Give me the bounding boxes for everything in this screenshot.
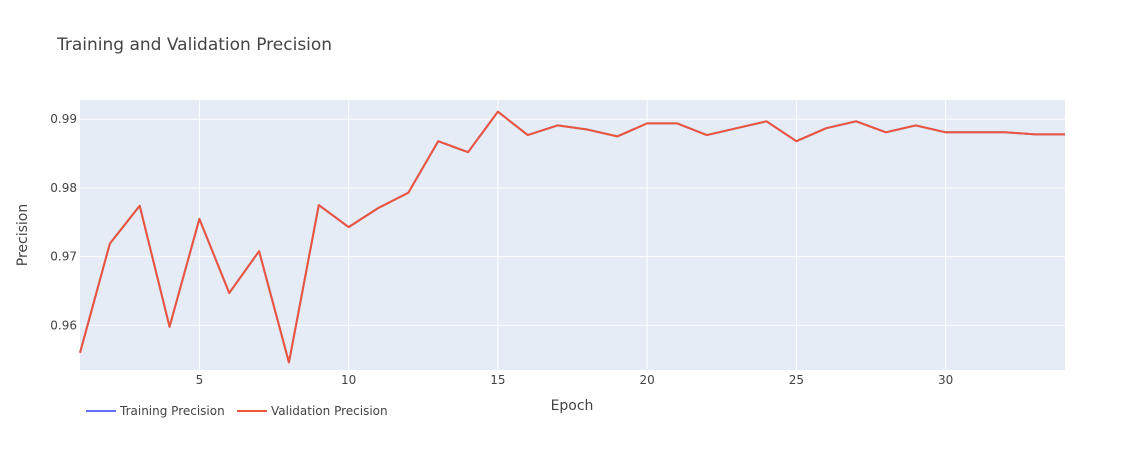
y-tick-label: 0.99 [50,112,77,126]
legend-label-validation: Validation Precision [271,404,388,418]
y-tick-label: 0.96 [50,318,77,332]
y-tick-label: 0.97 [50,250,77,264]
chart-title: Training and Validation Precision [56,35,332,55]
x-tick-label: 10 [341,373,356,387]
tick-labels: 5 10 15 20 25 30 0.96 0.97 0.98 0.99 [50,112,953,387]
x-tick-label: 20 [639,373,654,387]
legend-label-training: Training Precision [119,404,225,418]
legend-item-training[interactable]: Training Precision [86,404,225,418]
plot-area [80,100,1065,370]
series-lines [79,110,1065,364]
x-tick-label: 25 [789,373,804,387]
y-axis-title: Precision [15,204,31,266]
legend[interactable]: Training Precision Validation Precision [86,404,388,418]
x-axis-title: Epoch [551,398,594,414]
x-tick-label: 5 [196,373,204,387]
x-tick-label: 15 [490,373,505,387]
y-tick-label: 0.98 [50,181,77,195]
series-line-validation [79,110,1065,364]
x-tick-label: 30 [938,373,953,387]
legend-item-validation[interactable]: Validation Precision [237,404,388,418]
gridlines [80,100,1065,370]
